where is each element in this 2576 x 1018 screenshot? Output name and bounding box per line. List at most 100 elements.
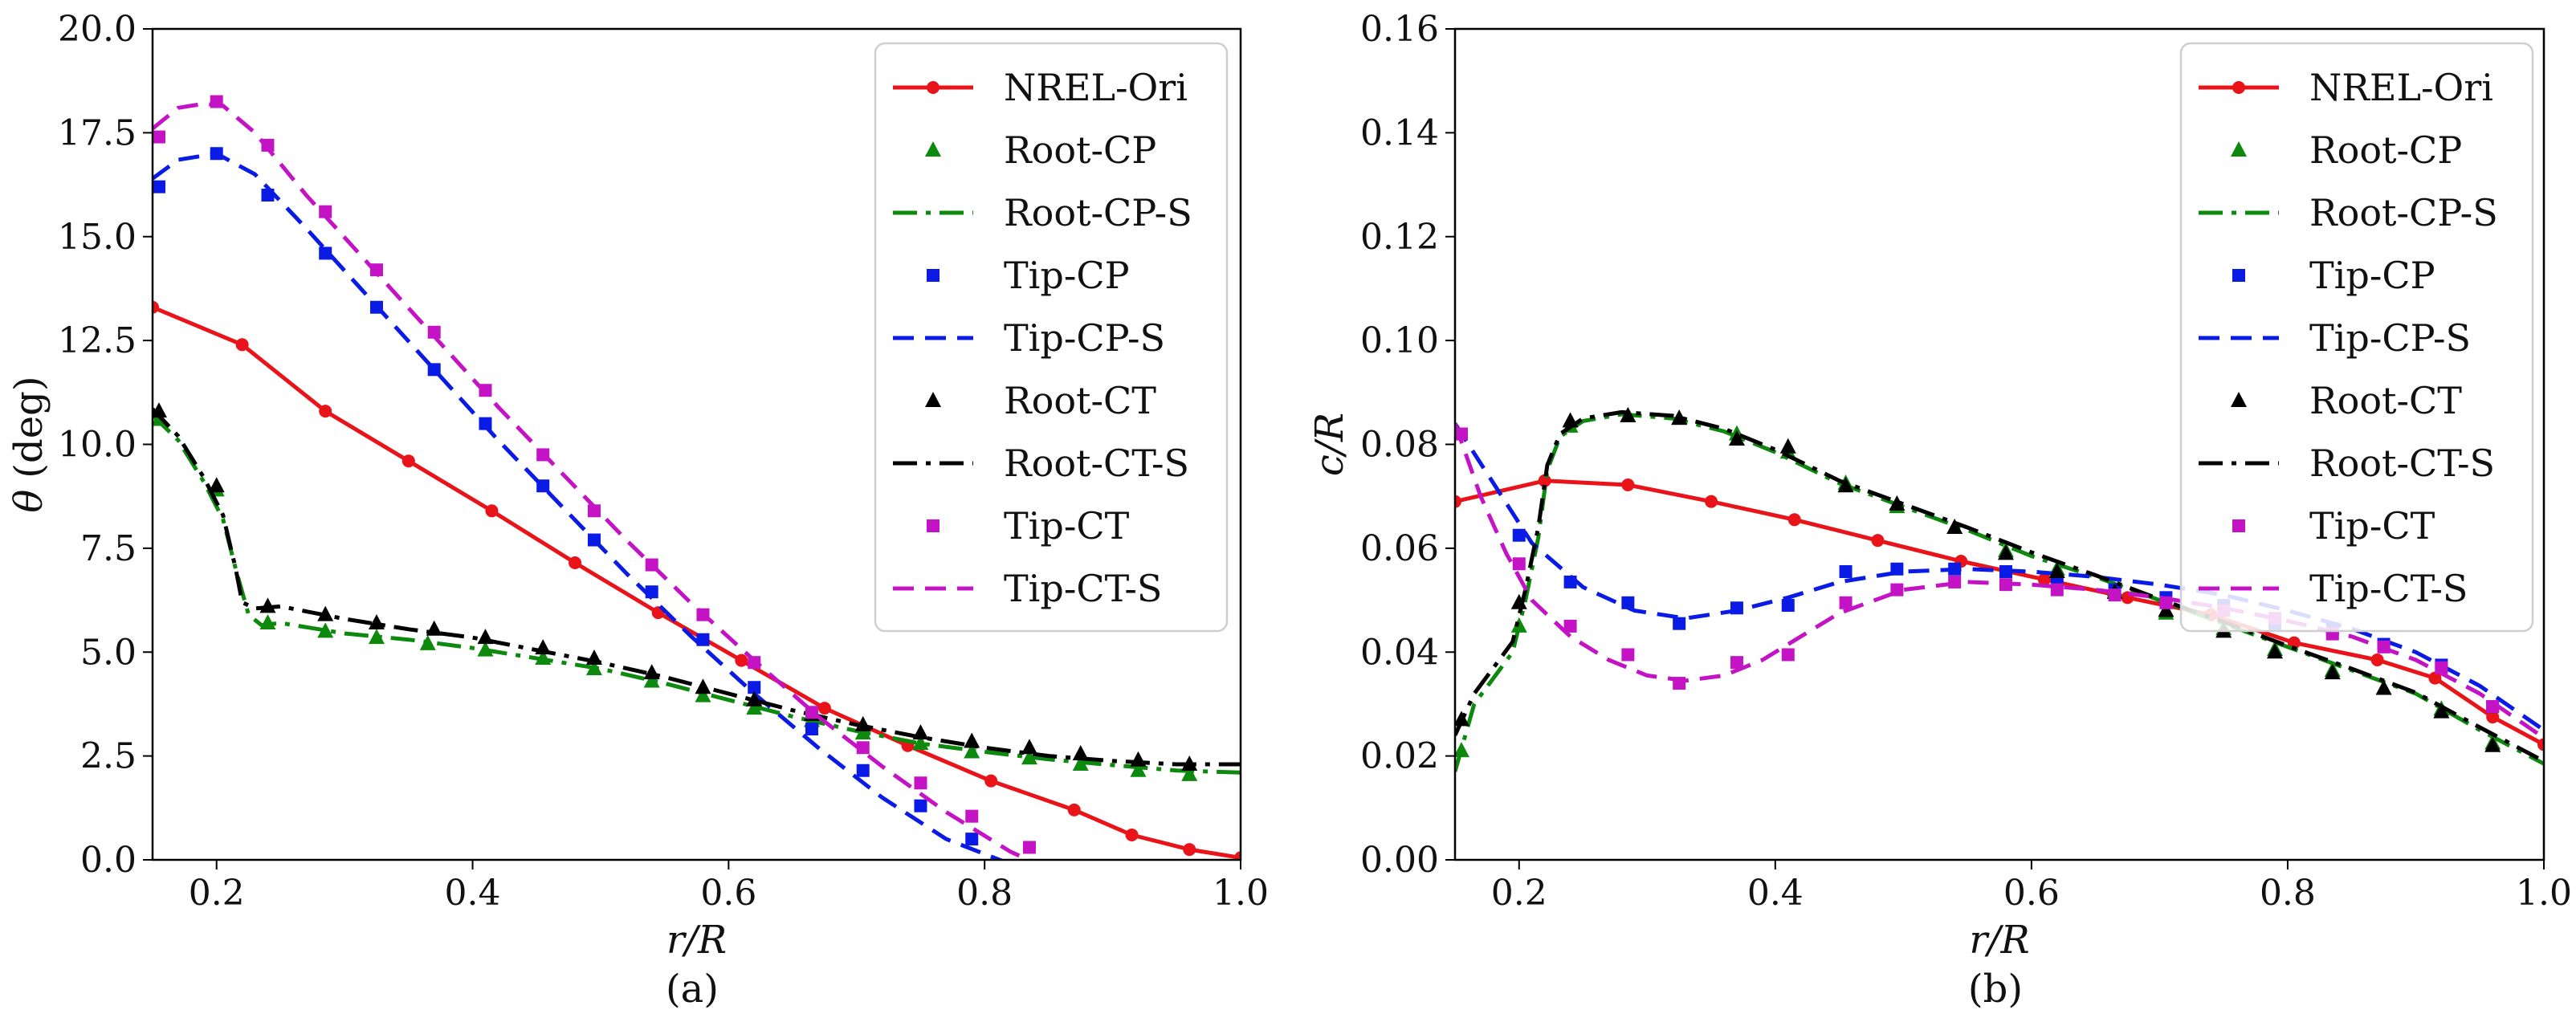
y-tick-label: 20.0	[58, 9, 137, 50]
legend-label-root-cp-s: Root-CP-S	[2309, 191, 2498, 234]
data-point-tip-cp	[1839, 564, 1853, 578]
panel-b-chart: 0.2 0.4 0.6 0.8 1.0 0.00 0.02 0.04 0.06 0.08 0.10 0…	[1307, 9, 2572, 963]
x-axis-label: r/R	[666, 918, 727, 963]
data-point-nrel-ori	[1067, 803, 1081, 816]
data-point-root-ct	[1997, 544, 2014, 560]
x-tick-label: 0.2	[189, 873, 245, 914]
data-point-root-ct	[1889, 495, 1906, 511]
legend-marker-root-cp	[925, 141, 941, 157]
data-point-nrel-ori	[1234, 851, 1241, 860]
data-point-tip-ct	[1621, 648, 1635, 662]
y-tick-label: 0.14	[1360, 112, 1439, 153]
data-point-root-ct	[2375, 679, 2392, 695]
data-point-nrel-ori	[1183, 843, 1196, 857]
legend-label-tip-cp-s: Tip-CP-S	[2309, 316, 2471, 360]
data-point-tip-cp	[153, 180, 165, 193]
legend-marker-root-ct	[2231, 392, 2247, 407]
legend-label-root-ct: Root-CT	[2309, 379, 2462, 422]
y-tick-label: 15.0	[58, 217, 137, 258]
data-point-nrel-ori	[1455, 495, 1461, 508]
data-point-root-ct	[2158, 601, 2175, 617]
data-point-root-ct	[964, 732, 980, 748]
data-point-root-cp	[1021, 749, 1037, 765]
data-point-nrel-ori	[569, 556, 582, 569]
data-point-root-ct	[1779, 438, 1796, 454]
data-point-root-ct	[746, 690, 763, 706]
legend-label-nrel-ori: NREL-Ori	[1004, 66, 1188, 109]
y-tick-label: 7.5	[80, 528, 137, 569]
legend-label-root-ct-s: Root-CT-S	[2309, 442, 2495, 485]
x-tick-label: 0.2	[1491, 873, 1547, 914]
legend-marker-root-ct	[925, 392, 941, 407]
data-point-tip-cp	[965, 833, 979, 846]
y-tick-label: 0.0	[80, 840, 137, 881]
legend-marker-tip-cp	[927, 269, 940, 282]
x-tick-label: 0.8	[956, 873, 1013, 914]
data-point-nrel-ori	[2370, 653, 2384, 666]
data-point-tip-ct	[1512, 557, 1526, 571]
data-point-tip-cp	[914, 799, 927, 812]
x-tick-label: 0.4	[1747, 873, 1804, 914]
data-point-nrel-ori	[2037, 572, 2051, 586]
axes-frame	[1453, 27, 2545, 861]
legend-label-tip-cp: Tip-CP	[1004, 254, 1130, 297]
data-point-root-cp	[746, 699, 763, 715]
data-point-root-cp	[695, 686, 711, 702]
y-tick-label: 0.16	[1360, 9, 1439, 50]
data-point-root-cp	[912, 735, 929, 751]
data-point-root-ct	[1072, 745, 1089, 761]
legend-label-tip-ct: Tip-CT	[1004, 504, 1130, 548]
data-point-nrel-ori	[2486, 711, 2500, 724]
data-point-tip-cp	[856, 764, 870, 777]
x-tick-label: 0.6	[700, 873, 756, 914]
data-point-tip-cp	[1621, 596, 1635, 609]
series-line-root-cp-s	[1455, 412, 2544, 772]
legend-frame	[2179, 42, 2534, 633]
legend-label-tip-ct: Tip-CT	[2309, 504, 2435, 548]
data-point-nrel-ori	[1621, 478, 1635, 491]
series-line-tip-ct-s	[153, 101, 1033, 860]
legend-label-root-cp: Root-CP	[2309, 128, 2462, 172]
series-line-root-cp-s	[153, 413, 1241, 775]
y-tick-label: 17.5	[58, 112, 137, 153]
data-point-root-cp	[643, 672, 660, 688]
y-tick-label: 12.5	[58, 320, 137, 361]
legend-marker-nrel-ori	[927, 81, 940, 94]
data-point-root-ct	[2324, 664, 2341, 680]
data-point-tip-cp	[696, 633, 710, 646]
legend-frame	[874, 42, 1229, 633]
y-tick-label: 5.0	[80, 632, 137, 673]
data-point-tip-ct	[1890, 583, 1904, 597]
data-point-tip-ct	[965, 809, 979, 823]
data-point-root-ct	[1620, 406, 1636, 422]
data-point-nrel-ori	[817, 702, 831, 715]
y-tick-label: 0.04	[1360, 632, 1439, 673]
y-axis-label: θ(deg)	[6, 376, 51, 512]
data-point-nrel-ori	[401, 454, 415, 468]
data-point-tip-cp	[1512, 528, 1526, 542]
data-point-nrel-ori	[984, 774, 998, 788]
data-point-nrel-ori	[1787, 513, 1801, 527]
y-tick-label: 0.00	[1360, 840, 1439, 881]
x-tick-label: 0.8	[2260, 873, 2316, 914]
legend-label-tip-ct-s: Tip-CT-S	[1004, 567, 1162, 610]
data-point-root-cp	[317, 622, 334, 638]
data-point-root-ct	[1671, 409, 1688, 426]
data-point-nrel-ori	[1125, 828, 1139, 841]
legend-label-nrel-ori: NREL-Ori	[2309, 66, 2493, 109]
legend-label-tip-cp-s: Tip-CP-S	[1004, 316, 1165, 360]
plot-area	[153, 95, 1241, 860]
panel-a-caption: (a)	[666, 967, 719, 1012]
data-point-tip-ct	[1839, 596, 1853, 609]
data-point-root-ct	[2048, 562, 2065, 578]
data-point-root-ct	[208, 477, 225, 493]
x-tick-label: 1.0	[2516, 873, 2572, 914]
data-point-nrel-ori	[1705, 495, 1718, 508]
data-point-nrel-ori	[485, 504, 499, 518]
x-axis-label: r/R	[1969, 918, 2029, 963]
y-tick-label: 0.02	[1360, 736, 1439, 777]
data-point-tip-cp	[427, 363, 441, 377]
legend-label-tip-ct-s: Tip-CT-S	[2309, 567, 2468, 610]
data-point-tip-ct	[2050, 583, 2064, 597]
